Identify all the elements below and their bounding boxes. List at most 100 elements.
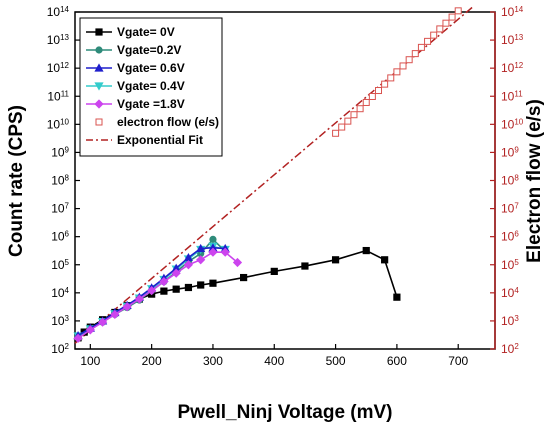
y-tick-label: 104 xyxy=(51,285,69,300)
y-tick-label: 108 xyxy=(51,173,69,188)
legend-label: Vgate=0.2V xyxy=(117,43,181,57)
legend: Vgate= 0V Vgate=0.2V Vgate= 0.6V Vgate= 0.4… xyxy=(79,17,223,157)
y2-tick-label: 102 xyxy=(501,342,519,357)
series-layer xyxy=(73,5,475,344)
data-point xyxy=(122,302,132,312)
y2-tick-label: 1012 xyxy=(501,61,524,76)
data-point xyxy=(375,87,383,95)
legend-item: Vgate =1.8V xyxy=(86,97,185,111)
data-point xyxy=(208,247,218,257)
y-axis-title: Count rate (CPS) xyxy=(6,105,27,257)
y2-tick-label: 107 xyxy=(501,201,519,216)
data-point xyxy=(356,105,364,113)
data-point xyxy=(208,243,218,252)
y2-tick-label: 1011 xyxy=(501,89,523,104)
legend-item: Vgate= 0.6V xyxy=(86,61,185,75)
data-point xyxy=(95,28,103,36)
y2-tick-label: 104 xyxy=(501,285,519,300)
data-point xyxy=(381,256,389,264)
y-tick-label: 1010 xyxy=(47,117,70,132)
data-point xyxy=(160,287,168,295)
legend-item: Vgate= 0.4V xyxy=(86,79,185,93)
x-tick-label: 100 xyxy=(80,354,100,368)
data-point xyxy=(183,260,194,270)
legend-label: Vgate= 0.4V xyxy=(117,79,185,93)
data-point xyxy=(393,293,401,301)
y2-tick-label: 109 xyxy=(501,145,519,160)
data-point xyxy=(85,325,95,335)
data-point xyxy=(97,317,108,327)
legend-label: Vgate= 0.6V xyxy=(117,61,185,75)
data-point xyxy=(171,268,181,278)
y2-axis-title: Electron flow (e/s) xyxy=(524,99,545,263)
data-point xyxy=(209,235,217,243)
data-point xyxy=(332,129,340,137)
x-axis-ticks: 100 200 300 400 500 600 700 xyxy=(80,344,469,368)
data-point xyxy=(430,31,438,39)
data-point xyxy=(171,263,181,272)
legend-box xyxy=(79,17,223,157)
x-tick-label: 400 xyxy=(264,354,284,368)
y-tick-label: 109 xyxy=(51,145,69,160)
data-point xyxy=(344,117,352,125)
x-tick-label: 200 xyxy=(142,354,162,368)
x-tick-label: 500 xyxy=(326,354,346,368)
data-point xyxy=(362,98,370,106)
data-point xyxy=(454,7,462,15)
x-tick-label: 300 xyxy=(203,354,223,368)
data-point xyxy=(368,92,376,100)
data-point xyxy=(147,286,157,296)
data-point xyxy=(94,82,104,91)
y2-tick-label: 1010 xyxy=(501,117,524,132)
data-point xyxy=(417,43,425,51)
legend-label: Exponential Fit xyxy=(117,133,203,147)
data-point xyxy=(172,285,180,293)
data-point xyxy=(411,50,419,58)
data-point xyxy=(134,294,144,304)
data-point xyxy=(232,257,243,268)
y2-tick-label: 108 xyxy=(501,173,519,188)
legend-label: Vgate= 0V xyxy=(117,25,175,39)
y-tick-label: 103 xyxy=(51,313,69,328)
y2-tick-label: 106 xyxy=(501,229,519,244)
data-point xyxy=(436,25,444,33)
y-tick-label: 1013 xyxy=(47,33,70,48)
data-point xyxy=(95,118,103,126)
legend-label: Vgate =1.8V xyxy=(117,97,185,111)
y-tick-label: 105 xyxy=(51,257,69,272)
data-point xyxy=(110,309,120,320)
data-point xyxy=(405,56,413,64)
x-tick-label: 700 xyxy=(448,354,468,368)
data-point xyxy=(381,80,389,88)
data-point xyxy=(424,37,432,45)
y2-tick-label: 103 xyxy=(501,313,519,328)
data-point xyxy=(331,256,340,264)
y-tick-label: 106 xyxy=(51,229,69,244)
data-point xyxy=(209,279,217,287)
data-point xyxy=(240,273,248,282)
data-point xyxy=(448,13,456,21)
data-point xyxy=(387,74,395,82)
data-point xyxy=(362,246,370,255)
data-point xyxy=(270,267,278,275)
legend-item: Vgate=0.2V xyxy=(86,43,181,57)
data-point xyxy=(301,262,309,270)
data-point xyxy=(159,277,169,287)
data-point xyxy=(197,281,205,289)
data-point xyxy=(94,99,104,109)
data-point xyxy=(184,283,193,292)
y-tick-label: 1012 xyxy=(47,61,70,76)
y-tick-label: 1014 xyxy=(47,5,70,20)
series-electron-flow-e-s- xyxy=(332,7,462,137)
x-tick-label: 600 xyxy=(387,354,407,368)
y2-tick-label: 105 xyxy=(501,257,519,272)
legend-item: electron flow (e/s) xyxy=(95,115,219,129)
y-tick-label: 1011 xyxy=(47,89,69,104)
data-point xyxy=(196,255,206,265)
legend-label: electron flow (e/s) xyxy=(117,115,219,129)
data-point xyxy=(442,19,450,27)
y-tick-label: 107 xyxy=(51,201,69,216)
y2-tick-label: 1014 xyxy=(501,5,524,20)
x-axis-title: Pwell_Ninj Voltage (mV) xyxy=(177,402,392,423)
